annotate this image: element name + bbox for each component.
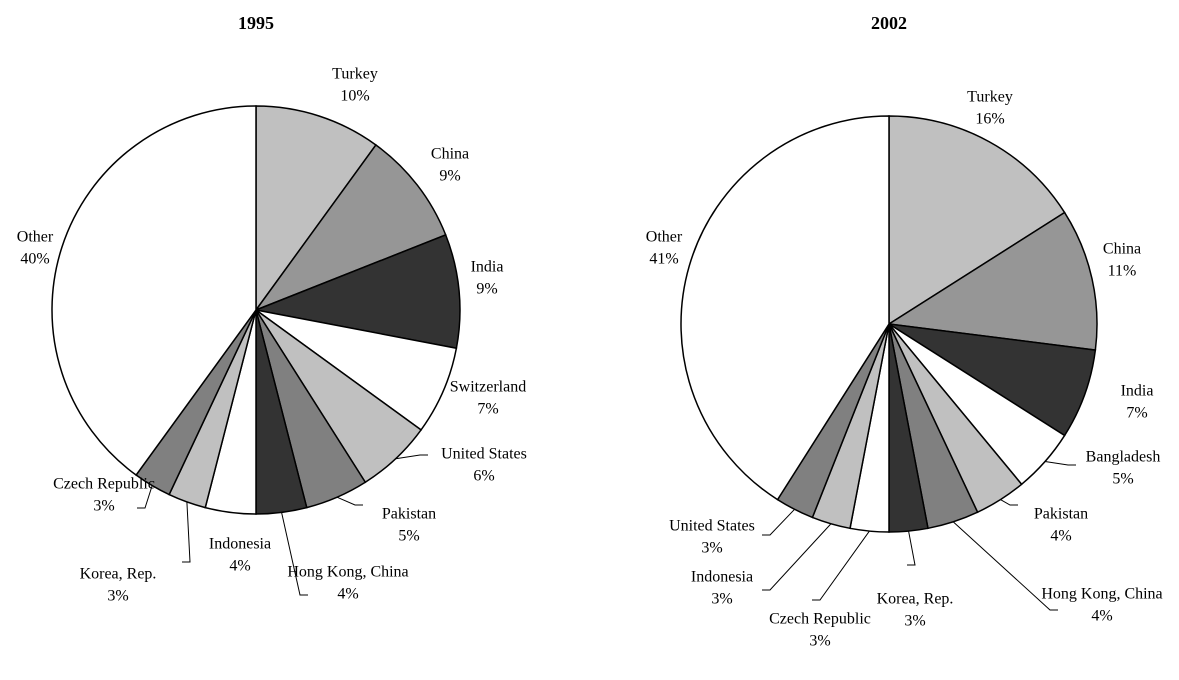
slice-label: Turkey xyxy=(332,66,378,83)
slice-value-label: 3% xyxy=(809,633,830,650)
slice-value-label: 9% xyxy=(439,168,460,185)
slice-label: Turkey xyxy=(967,89,1013,106)
pie-slice xyxy=(255,105,377,313)
slice-value-label: 4% xyxy=(337,586,358,603)
pie-slice xyxy=(888,115,1066,326)
leader-line xyxy=(395,454,428,460)
leader-line xyxy=(1000,499,1018,506)
slice-label: India xyxy=(471,259,504,276)
slice-label: Hong Kong, China xyxy=(287,564,408,581)
slice-label: Indonesia xyxy=(691,569,753,586)
leader-line xyxy=(952,521,1058,611)
slice-label: Other xyxy=(17,229,54,246)
pie-slice xyxy=(253,233,461,350)
leader-line xyxy=(182,501,191,563)
slice-value-label: 11% xyxy=(1108,263,1137,280)
leader-line xyxy=(762,523,832,591)
slice-label: United States xyxy=(441,446,527,463)
slice-value-label: 4% xyxy=(1091,608,1112,625)
pie-slice xyxy=(886,211,1098,351)
slice-value-label: 3% xyxy=(107,588,128,605)
slice-value-label: 40% xyxy=(20,251,49,268)
slice-value-label: 16% xyxy=(975,111,1004,128)
slice-label: Bangladesh xyxy=(1086,449,1161,466)
slice-value-label: 4% xyxy=(1050,528,1071,545)
slice-label: Czech Republic xyxy=(769,611,871,628)
slice-label: India xyxy=(1121,383,1154,400)
slice-label: Czech Republic xyxy=(53,476,155,493)
chart-title: 2002 xyxy=(871,13,907,33)
slice-value-label: 5% xyxy=(1112,471,1133,488)
slice-value-label: 41% xyxy=(649,251,678,268)
pie-slice xyxy=(680,115,890,501)
leader-line xyxy=(907,530,916,566)
slice-label: Hong Kong, China xyxy=(1041,586,1162,603)
slice-label: Indonesia xyxy=(209,536,271,553)
leader-line xyxy=(1044,461,1076,466)
slice-value-label: 7% xyxy=(1126,405,1147,422)
chart-title: 1995 xyxy=(238,13,274,33)
slice-label: China xyxy=(431,146,469,163)
leader-line xyxy=(762,508,795,536)
leader-line xyxy=(137,485,153,509)
slice-label: United States xyxy=(669,518,755,535)
slice-value-label: 4% xyxy=(229,558,250,575)
leader-line xyxy=(336,496,363,506)
slice-value-label: 3% xyxy=(701,540,722,557)
slice-value-label: 3% xyxy=(93,498,114,515)
pie-slice xyxy=(253,143,447,312)
leader-line xyxy=(281,512,308,596)
slice-value-label: 7% xyxy=(477,401,498,418)
slice-label: Other xyxy=(646,229,683,246)
slice-label: Korea, Rep. xyxy=(80,566,157,583)
slice-value-label: 3% xyxy=(711,591,732,608)
slice-label: Pakistan xyxy=(1034,506,1088,523)
slice-label: Pakistan xyxy=(382,506,436,523)
slice-value-label: 3% xyxy=(904,613,925,630)
slice-label: Korea, Rep. xyxy=(877,591,954,608)
slice-value-label: 9% xyxy=(476,281,497,298)
slice-label: China xyxy=(1103,241,1141,258)
slice-value-label: 5% xyxy=(398,528,419,545)
leader-line xyxy=(812,530,870,601)
pie-slice xyxy=(51,105,257,477)
slice-value-label: 6% xyxy=(473,468,494,485)
slice-value-label: 10% xyxy=(340,88,369,105)
slice-label: Switzerland xyxy=(450,379,526,396)
